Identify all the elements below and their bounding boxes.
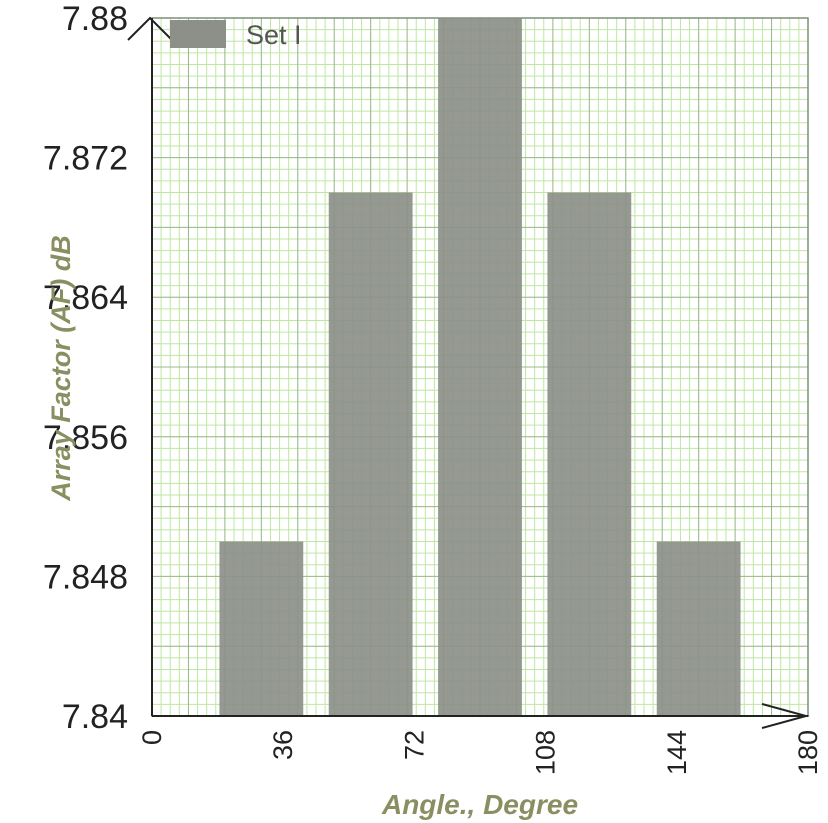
legend-label: Set I (246, 20, 302, 50)
x-tick-label: 72 (399, 730, 429, 760)
y-axis-title: Array Factor (AF) dB (46, 235, 76, 502)
bar-series (219, 18, 741, 716)
bar (219, 541, 304, 716)
x-tick-label: 180 (793, 730, 823, 775)
legend: Set I (170, 20, 302, 50)
bar (547, 192, 632, 716)
y-axis-arrow-icon (127, 16, 173, 41)
x-tick-label: 108 (531, 730, 561, 775)
y-tick-label: 7.872 (43, 140, 128, 178)
x-tick-label: 0 (137, 730, 167, 745)
x-tick-label: 144 (662, 730, 692, 775)
bar (656, 541, 741, 716)
x-tick-label: 36 (268, 730, 298, 760)
y-tick-label: 7.848 (43, 558, 128, 596)
x-axis-title: Angle., Degree (381, 789, 578, 820)
y-tick-label: 7.88 (62, 0, 128, 38)
x-axis-arrow-icon (761, 703, 810, 729)
y-tick-label: 7.856 (43, 419, 128, 457)
axes (127, 16, 810, 729)
y-tick-label: 7.864 (43, 279, 128, 317)
y-tick-label: 7.84 (62, 698, 128, 736)
bar (328, 192, 413, 716)
x-tick-labels: 0 36 72 108 144 180 (137, 730, 823, 775)
bar (438, 18, 522, 716)
y-tick-labels: 7.84 7.848 7.856 7.864 7.872 7.88 (43, 0, 128, 736)
legend-swatch (170, 20, 226, 48)
